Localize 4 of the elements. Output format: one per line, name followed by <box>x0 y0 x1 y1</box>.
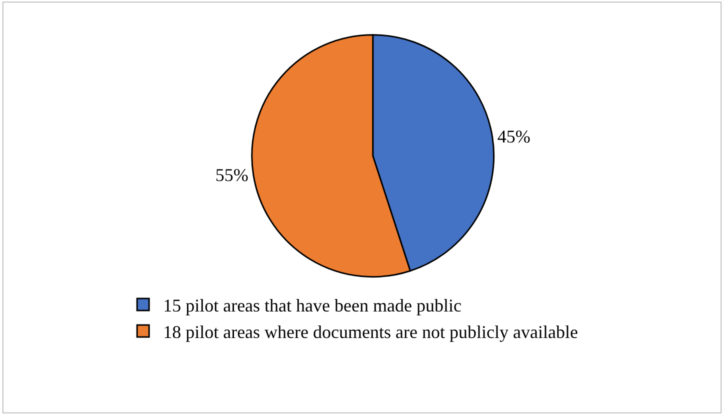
legend-label: 18 pilot areas where documents are not publicly available <box>163 322 578 342</box>
legend-label: 15 pilot areas that have been made public <box>163 296 462 316</box>
data-label: 55% <box>215 165 248 185</box>
data-label: 45% <box>497 126 530 147</box>
